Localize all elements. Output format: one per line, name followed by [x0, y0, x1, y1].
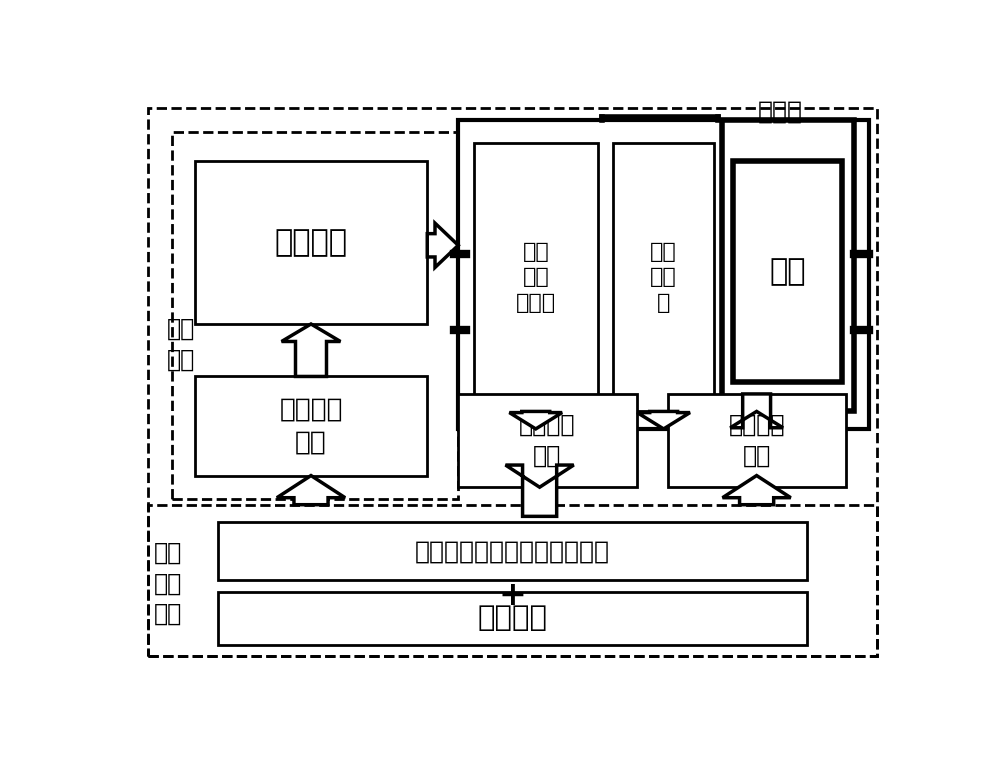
- Polygon shape: [637, 412, 690, 429]
- Bar: [218, 592, 807, 645]
- Text: 信号采集
单元: 信号采集 单元: [519, 413, 576, 468]
- Bar: [733, 160, 842, 382]
- Text: +: +: [499, 578, 526, 612]
- Polygon shape: [730, 394, 783, 428]
- Text: 温度
传感
器: 温度 传感 器: [650, 241, 677, 313]
- Polygon shape: [509, 412, 562, 429]
- Text: 温度控制
单元: 温度控制 单元: [728, 413, 785, 468]
- Text: 样品: 样品: [769, 257, 806, 286]
- Text: 供气单元: 供气单元: [274, 228, 348, 257]
- Bar: [195, 376, 427, 475]
- Text: 供气控制
单元: 供气控制 单元: [279, 397, 343, 456]
- Bar: [613, 143, 714, 412]
- Bar: [722, 120, 854, 412]
- Bar: [668, 394, 846, 488]
- Bar: [148, 505, 877, 656]
- Bar: [195, 160, 427, 324]
- Polygon shape: [282, 324, 340, 376]
- Bar: [218, 522, 807, 581]
- Polygon shape: [427, 223, 458, 267]
- Polygon shape: [723, 475, 791, 505]
- Polygon shape: [506, 465, 574, 516]
- Text: 供气
装置: 供气 装置: [167, 317, 195, 372]
- Bar: [172, 132, 458, 499]
- Bar: [458, 394, 637, 488]
- Text: 析氢室: 析氢室: [757, 99, 802, 123]
- Text: 控制
处理
系统: 控制 处理 系统: [154, 540, 182, 626]
- Text: 电气控制单元、信号获取单元: 电气控制单元、信号获取单元: [415, 539, 610, 563]
- Text: 处理单元: 处理单元: [478, 604, 548, 632]
- Text: 高温
氢气
传感器: 高温 氢气 传感器: [516, 241, 556, 313]
- Bar: [474, 143, 598, 412]
- Bar: [458, 120, 869, 429]
- Polygon shape: [277, 475, 345, 505]
